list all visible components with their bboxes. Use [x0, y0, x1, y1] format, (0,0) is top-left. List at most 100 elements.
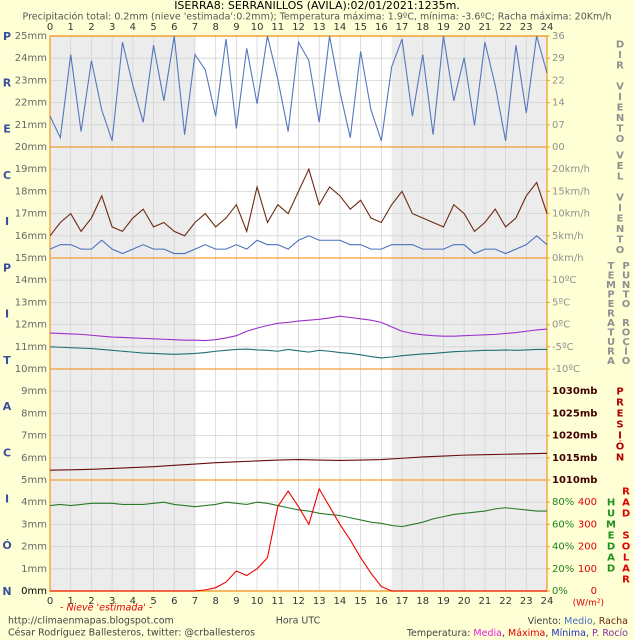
x-tick-label: 1 [68, 596, 74, 607]
x-tick-label: 11 [271, 22, 284, 33]
x-tick-label: 22 [499, 22, 512, 33]
chart-subtitle: Precipitación total: 0.2mm (nieve 'estim… [23, 12, 612, 23]
legend-separator: , [593, 616, 599, 627]
x-tick-label: 19 [437, 22, 450, 33]
letter: A [622, 564, 630, 575]
x-tick-label: 22 [499, 596, 512, 607]
series-line [49, 346, 547, 359]
letter: E [617, 213, 624, 224]
letter: M [606, 280, 616, 291]
x-tick-label: 23 [520, 596, 533, 607]
letter: E [3, 123, 11, 136]
y-tick-label: 1010mb [552, 475, 597, 486]
y-tick-label: 2mm [21, 542, 47, 553]
x-tick-label: 8 [212, 596, 218, 607]
x-tick-label: 6 [171, 596, 177, 607]
y-tick-label: 8mm [21, 408, 47, 419]
y2-tick-label: 400 [578, 497, 597, 508]
legend-item: P. Rocío [592, 628, 628, 639]
letter: O [622, 542, 631, 553]
y-tick-label: 22mm [15, 98, 47, 109]
letter: V [616, 192, 624, 203]
y-tick-label: 3mm [21, 519, 47, 530]
letter [618, 182, 621, 193]
y-tick-label: 5mm [21, 475, 47, 486]
y-tick-label: 16mm [15, 231, 47, 242]
chart-title: ISERRA8: SERRANILLOS (AVILA):02/01/2021:… [174, 0, 460, 12]
y-tick-label: 29 [552, 53, 565, 64]
letter: U [607, 337, 615, 348]
letter: T [617, 234, 624, 245]
y-tick-label: 40% [552, 542, 574, 553]
letter: E [617, 102, 624, 113]
y-tick-label: 11mm [15, 342, 47, 353]
y-tick-label: 14 [552, 98, 565, 109]
x-tick-label: 3 [109, 22, 115, 33]
letter: T [617, 123, 624, 134]
letter: N [2, 585, 11, 598]
letter: I [618, 50, 622, 61]
letter: T [608, 261, 615, 272]
letter: R [607, 309, 615, 320]
y-tick-label: 0mm [21, 586, 47, 597]
x-tick-label: 4 [130, 596, 136, 607]
legend-item: Racha [599, 616, 628, 627]
x-tick-label: 23 [520, 22, 533, 33]
x-tick-label: 12 [292, 22, 305, 33]
letter: O [616, 245, 625, 256]
letter: Ó [616, 440, 625, 453]
legend-separator: , [545, 628, 551, 639]
y-tick-label: 17mm [15, 209, 47, 220]
x-tick-label: 7 [192, 22, 198, 33]
y-tick-label: 36 [552, 31, 565, 42]
letter: I [5, 215, 9, 228]
y-tick-label: 20% [552, 564, 574, 575]
y-tick-label: 1015mb [552, 453, 597, 464]
letter: U [607, 509, 615, 520]
letter: I [618, 203, 622, 214]
y-tick-label: 80% [552, 497, 574, 508]
letter: E [617, 161, 624, 172]
x-tick-label: 8 [212, 22, 218, 33]
x-tick-label: 5 [150, 596, 156, 607]
y-tick-label: 9mm [21, 386, 47, 397]
letter: R [616, 398, 624, 409]
letter: P [622, 261, 629, 272]
legend-item: Media [473, 628, 502, 639]
y-tick-label: 24mm [15, 53, 47, 64]
y-tick-label: 07 [552, 120, 565, 131]
x-tick-label: 21 [479, 22, 492, 33]
y-tick-label: 0ºC [552, 320, 570, 331]
y-tick-label: 23mm [15, 75, 47, 86]
y-tick-label: 21mm [15, 120, 47, 131]
y-tick-label: 13mm [15, 297, 47, 308]
letter: R [622, 487, 630, 498]
legend-item: Medio [564, 616, 593, 627]
x-tick-label: 14 [334, 596, 347, 607]
letter: T [608, 328, 615, 339]
y-tick-label: 20mm [15, 142, 47, 153]
y2-tick-label: 100 [578, 564, 597, 575]
plot-border [49, 35, 548, 592]
y-tick-label: 18mm [15, 186, 47, 197]
letter: R [616, 60, 624, 71]
y-tick-label: 1030mb [552, 386, 597, 397]
y-tick-label: 1020mb [552, 431, 597, 442]
letter: Í [624, 345, 628, 358]
legend-item: Mínima [551, 628, 586, 639]
x-tick-label: 4 [130, 22, 136, 33]
x-tick-label: 20 [458, 596, 471, 607]
y-tick-label: 10mm [15, 364, 47, 375]
letter: L [623, 553, 630, 564]
letter: N [622, 280, 630, 291]
y-tick-label: 60% [552, 519, 574, 530]
letter: E [608, 270, 615, 281]
x-tick-label: 24 [541, 22, 554, 33]
day-background [194, 36, 392, 591]
